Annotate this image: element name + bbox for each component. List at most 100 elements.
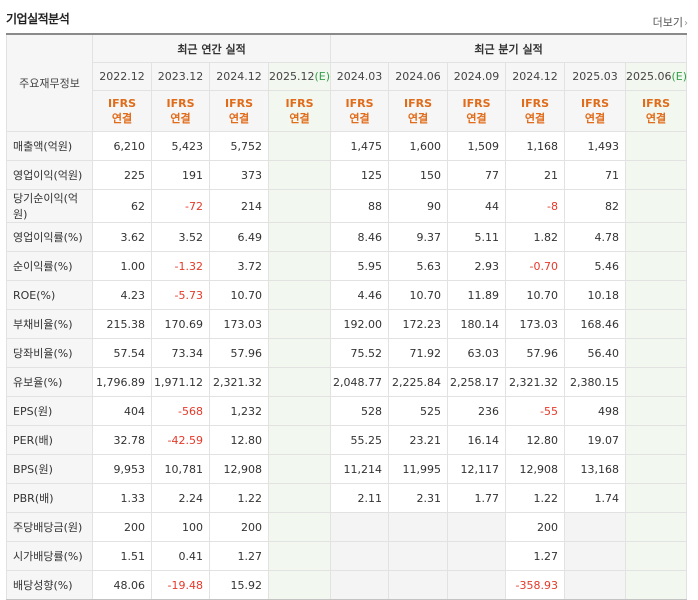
table-cell: 57.96 <box>209 338 269 368</box>
row-label: 당좌비율(%) <box>6 338 93 368</box>
table-cell: 5,423 <box>151 131 210 161</box>
table-cell: 180.14 <box>447 309 507 339</box>
period-label: 2023.12 <box>157 70 204 83</box>
table-cell: 236 <box>447 396 507 426</box>
table-cell: 12.80 <box>209 425 269 455</box>
period-label: 2025.03 <box>572 70 618 83</box>
table-cell: 44 <box>447 189 507 223</box>
table-cell: 200 <box>505 512 566 542</box>
section-title: 기업실적분석 <box>6 12 70 26</box>
table-cell: 214 <box>209 189 269 223</box>
table-cell: 5,752 <box>209 131 269 161</box>
table-cell: 71 <box>564 160 627 190</box>
table-cell <box>564 570 627 600</box>
row-label: 매출액(억원) <box>6 131 93 161</box>
table-cell: 1.22 <box>209 483 269 513</box>
table-cell: 73.34 <box>151 338 210 368</box>
annual-group-header: 최근 연간 실적 <box>91 33 332 63</box>
table-cell: 55.25 <box>330 425 390 455</box>
table-cell <box>625 160 688 190</box>
row-label: PBR(배) <box>6 483 93 513</box>
ifrs-label: IFRS <box>345 97 374 110</box>
table-cell <box>625 454 688 484</box>
period-label: 2025.12 <box>269 70 315 83</box>
table-cell: 5.95 <box>330 251 390 281</box>
table-cell: 3.52 <box>151 222 210 252</box>
estimate-mark: (E) <box>671 70 688 83</box>
table-cell: 2,048.77 <box>330 367 390 397</box>
ifrs-label: IFRS <box>166 97 195 110</box>
table-row: PBR(배) 1.33 2.24 1.22 2.11 2.31 1.77 1.22 1.74 <box>6 483 688 513</box>
table-cell: 172.23 <box>388 309 449 339</box>
table-cell <box>267 541 332 571</box>
table-row: 순이익률(%) 1.00 -1.32 3.72 5.95 5.63 2.93 -0.70 5.4… <box>6 251 688 281</box>
table-cell: 9,953 <box>92 454 152 484</box>
ifrs-label: IFRS <box>108 97 136 110</box>
table-cell: 1,796.89 <box>92 367 152 397</box>
table-cell: 62 <box>92 189 152 223</box>
table-cell: 5.63 <box>388 251 449 281</box>
period-header: 2024.06 <box>388 62 449 91</box>
ifrs-header: IFRS 연결 <box>92 90 152 132</box>
ifrs-header: IFRS 연결 <box>267 90 332 132</box>
table-cell: 12.80 <box>505 425 566 455</box>
table-cell: 528 <box>330 396 390 426</box>
table-cell: 88 <box>330 189 390 223</box>
table-cell: 215.38 <box>92 309 152 339</box>
table-cell: 191 <box>151 160 210 190</box>
table-cell: -0.70 <box>505 251 566 281</box>
table-cell: 63.03 <box>447 338 507 368</box>
period-header: 2022.12 <box>92 62 152 91</box>
row-label: 영업이익(억원) <box>6 160 93 190</box>
consolidated-label: 연결 <box>349 112 370 125</box>
table-cell: -5.73 <box>151 280 210 310</box>
table-cell: 10.70 <box>505 280 566 310</box>
table-cell: 71.92 <box>388 338 449 368</box>
table-cell: 1,232 <box>209 396 269 426</box>
table-row: 영업이익률(%) 3.62 3.52 6.49 8.46 9.37 5.11 1.82 4.78 <box>6 222 688 252</box>
ifrs-header: IFRS 연결 <box>505 90 566 132</box>
table-cell: 1,168 <box>505 131 566 161</box>
table-cell <box>330 570 390 600</box>
table-cell <box>267 396 332 426</box>
period-header: 2025.06(E) <box>625 62 688 91</box>
ifrs-header: IFRS 연결 <box>330 90 390 132</box>
table-cell: 1.27 <box>505 541 566 571</box>
row-label: 유보율(%) <box>6 367 93 397</box>
table-cell: 13,168 <box>564 454 627 484</box>
ifrs-header: IFRS 연결 <box>625 90 688 132</box>
table-cell <box>625 131 688 161</box>
table-cell: 170.69 <box>151 309 210 339</box>
table-cell: 5.11 <box>447 222 507 252</box>
table-cell: 12,908 <box>209 454 269 484</box>
period-label: 2024.06 <box>395 70 441 83</box>
table-cell: 1,509 <box>447 131 507 161</box>
table-cell: 2,225.84 <box>388 367 449 397</box>
ifrs-header: IFRS 연결 <box>151 90 210 132</box>
chevron-right-icon: › <box>684 18 688 29</box>
table-cell: 125 <box>330 160 390 190</box>
table-cell: 6.49 <box>209 222 269 252</box>
ifrs-label: IFRS <box>642 97 671 110</box>
table-cell: -55 <box>505 396 566 426</box>
table-cell <box>267 131 332 161</box>
table-cell: 21 <box>505 160 566 190</box>
row-label: BPS(원) <box>6 454 93 484</box>
consolidated-label: 연결 <box>466 112 487 125</box>
period-header: 2024.03 <box>330 62 390 91</box>
table-row: 부채비율(%) 215.38 170.69 173.03 192.00 172.23 180… <box>6 309 688 339</box>
table-cell <box>447 570 507 600</box>
table-cell: 2,321.32 <box>209 367 269 397</box>
table-cell <box>625 338 688 368</box>
table-cell: 1.00 <box>92 251 152 281</box>
more-link[interactable]: 더보기› <box>653 14 688 30</box>
table-cell: 19.07 <box>564 425 627 455</box>
table-cell: -1.32 <box>151 251 210 281</box>
table-cell: 2,258.17 <box>447 367 507 397</box>
table-cell: 4.78 <box>564 222 627 252</box>
table-cell: 2.11 <box>330 483 390 513</box>
table-cell: 5.46 <box>564 251 627 281</box>
table-cell <box>267 512 332 542</box>
table-cell <box>625 367 688 397</box>
table-cell: 11,214 <box>330 454 390 484</box>
